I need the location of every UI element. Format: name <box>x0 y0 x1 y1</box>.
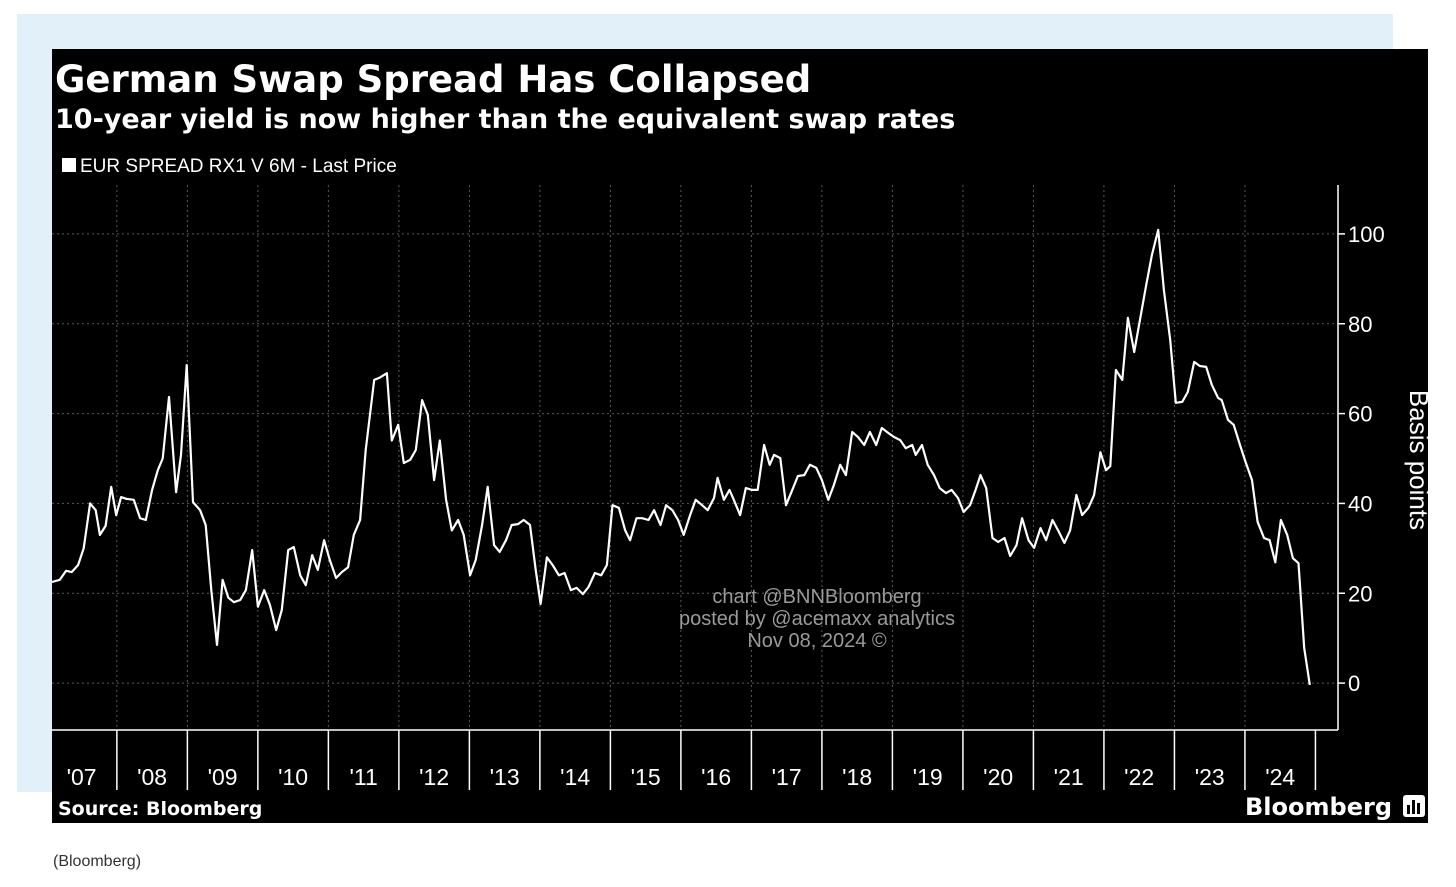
x-tick-label: '24 <box>1265 764 1295 790</box>
x-tick-label: '20 <box>983 764 1013 790</box>
x-tick-label: '16 <box>701 764 731 790</box>
legend-swatch <box>62 158 76 172</box>
chart-title: German Swap Spread Has Collapsed <box>55 58 811 101</box>
watermark: posted by @acemaxx analytics <box>679 608 955 630</box>
x-tick-label: '23 <box>1195 764 1225 790</box>
y-tick-label: 20 <box>1348 581 1372 606</box>
y-tick-label: 80 <box>1348 312 1372 337</box>
x-tick-label: '09 <box>208 764 238 790</box>
caption: (Bloomberg) <box>53 853 141 870</box>
series-line <box>51 228 1311 686</box>
legend-label: EUR SPREAD RX1 V 6M - Last Price <box>80 156 397 177</box>
x-tick-label: '10 <box>278 764 308 790</box>
x-tick-label: '11 <box>349 764 377 790</box>
x-tick-label: '07 <box>67 764 97 790</box>
logo: Bloomberg <box>1245 793 1392 821</box>
y-tick-label: 40 <box>1348 491 1372 516</box>
chart-subtitle: 10-year yield is now higher than the equ… <box>55 104 955 135</box>
y-tick-label: 60 <box>1348 402 1372 427</box>
logo-icon <box>1403 795 1425 817</box>
x-tick-label: '12 <box>419 764 449 790</box>
watermark: chart @BNNBloomberg <box>712 586 921 608</box>
x-tick-label: '22 <box>1124 764 1154 790</box>
x-tick-label: '08 <box>137 764 167 790</box>
x-tick-label: '18 <box>842 764 872 790</box>
logo-icon-bar <box>1417 803 1420 814</box>
logo-icon-bar <box>1407 805 1410 814</box>
x-tick-label: '15 <box>631 764 661 790</box>
logo-icon-bar <box>1412 800 1415 814</box>
x-tick-label: '21 <box>1054 764 1084 790</box>
x-tick-label: '14 <box>560 764 590 790</box>
y-axis-label: Basis points <box>1404 390 1434 530</box>
y-tick-label: 0 <box>1348 671 1360 696</box>
x-tick-label: '19 <box>913 764 943 790</box>
x-tick-label: '17 <box>772 764 802 790</box>
source: Source: Bloomberg <box>58 798 262 820</box>
y-tick-label: 100 <box>1348 222 1385 247</box>
watermark: Nov 08, 2024 © <box>747 630 887 652</box>
x-tick-label: '13 <box>490 764 520 790</box>
chart-panel <box>52 49 1428 823</box>
